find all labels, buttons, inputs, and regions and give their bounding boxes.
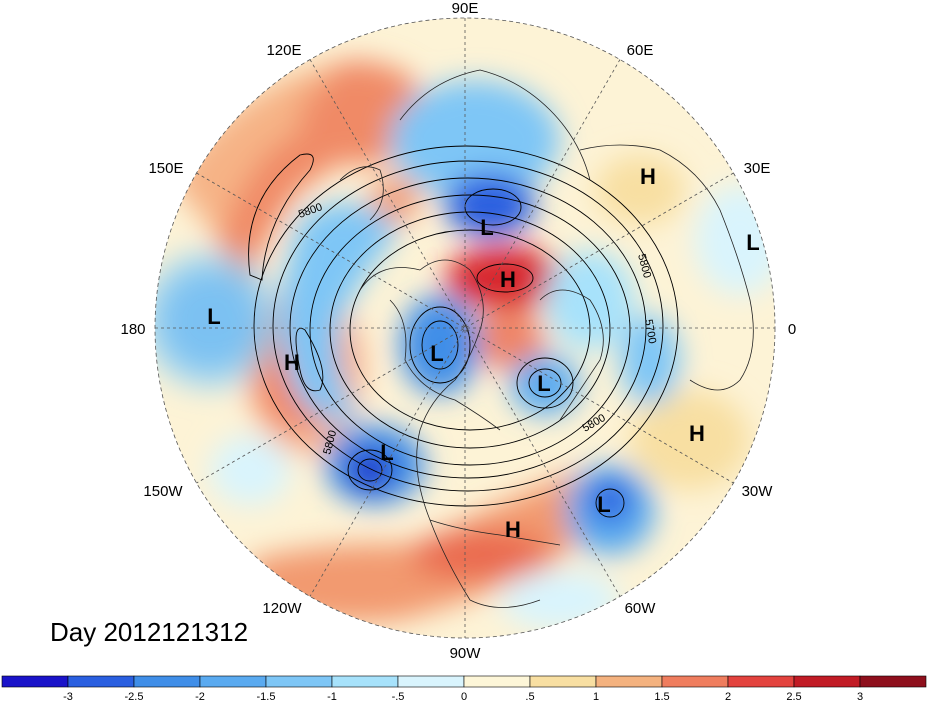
colorbar-swatch	[661, 675, 729, 688]
colorbar-swatch	[397, 675, 465, 688]
lon-150e: 150E	[148, 160, 183, 177]
colorbar-swatch	[793, 675, 861, 688]
colorbar-swatch	[727, 675, 795, 688]
high-center: H	[505, 517, 521, 542]
colorbar-swatch	[1, 675, 69, 688]
colorbar-swatch	[859, 675, 927, 688]
colorbar-tick-label: .5	[525, 691, 534, 702]
high-center: H	[500, 267, 516, 292]
pressure-centers: H H H H H L L L L L L L	[207, 164, 759, 542]
lon-180: 180	[120, 321, 145, 338]
colorbar-swatch	[595, 675, 663, 688]
high-center: H	[284, 350, 300, 375]
anomaly-field	[155, 18, 775, 638]
colorbar-swatch	[199, 675, 267, 688]
colorbar-tick-label: 0	[461, 691, 467, 702]
colorbar-swatch	[463, 675, 531, 688]
colorbar-tick-label: 3	[857, 691, 863, 702]
lon-60w: 60W	[625, 600, 657, 617]
height-contours	[248, 145, 679, 518]
colorbar-tick-label: -.5	[392, 691, 405, 702]
colorbar-tick-label: -3	[63, 691, 73, 702]
map-title: Day 2012121312	[50, 617, 249, 647]
colorbar-tick-label: 2.5	[786, 691, 801, 702]
high-center: H	[689, 421, 705, 446]
colorbar-tick-label: -1.5	[257, 691, 276, 702]
colorbar-tick-label: 1.5	[654, 691, 669, 702]
lon-0: 0	[788, 321, 796, 338]
low-center: L	[480, 215, 493, 240]
colorbar-tick-label: 1	[593, 691, 599, 702]
lon-120w: 120W	[262, 600, 302, 617]
colorbar-swatch	[265, 675, 333, 688]
lon-30w: 30W	[742, 483, 774, 500]
colorbar: -3 -2.5 -2 -1.5 -1 -.5 0 .5 1 1.5 2 2.5 3	[1, 675, 927, 702]
colorbar-tick-label: 2	[725, 691, 731, 702]
low-center: L	[380, 440, 393, 465]
low-center: L	[430, 341, 443, 366]
colorbar-swatch	[67, 675, 135, 688]
lon-90e: 90E	[452, 0, 479, 17]
low-center: L	[207, 304, 220, 329]
graticule	[154, 17, 776, 639]
contour-label: 5700	[642, 318, 658, 344]
lon-120e: 120E	[266, 42, 301, 59]
colorbar-swatch	[133, 675, 201, 688]
colorbar-swatch	[331, 675, 399, 688]
colorbar-tick-label: -2	[195, 691, 205, 702]
low-center: L	[597, 492, 610, 517]
colorbar-tick-label: -1	[327, 691, 337, 702]
colorbar-swatches	[1, 675, 927, 688]
longitude-labels: 90E 60E 30E 0 30W 60W 90W 120W 150W 180 …	[120, 0, 796, 662]
lon-90w: 90W	[450, 645, 482, 662]
lon-30e: 30E	[744, 160, 771, 177]
colorbar-ticks: -3 -2.5 -2 -1.5 -1 -.5 0 .5 1 1.5 2 2.5 3	[63, 691, 863, 702]
low-center: L	[537, 371, 550, 396]
high-center: H	[640, 164, 656, 189]
colorbar-tick-label: -2.5	[125, 691, 144, 702]
polar-map: 90E 60E 30E 0 30W 60W 90W 120W 150W 180 …	[120, 0, 796, 662]
lon-60e: 60E	[627, 42, 654, 59]
low-center: L	[746, 230, 759, 255]
colorbar-swatch	[529, 675, 597, 688]
lon-150w: 150W	[143, 483, 183, 500]
coastlines	[339, 69, 754, 608]
